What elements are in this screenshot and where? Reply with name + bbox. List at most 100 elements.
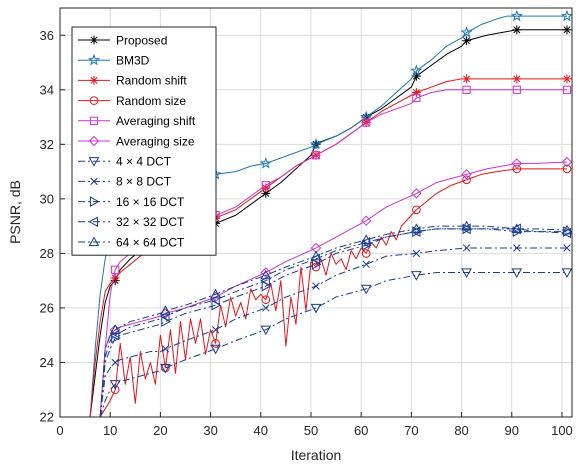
data-point xyxy=(561,224,572,235)
data-point xyxy=(510,9,523,22)
legend-label: 8 × 8 DCT xyxy=(116,175,172,189)
data-point xyxy=(111,332,121,344)
data-point xyxy=(513,244,521,252)
data-point xyxy=(310,250,322,261)
data-point xyxy=(88,157,100,167)
data-point xyxy=(310,303,322,314)
data-point xyxy=(260,269,272,280)
data-point xyxy=(462,85,471,94)
data-point xyxy=(89,35,99,45)
data-point xyxy=(561,268,572,279)
data-point xyxy=(562,25,572,35)
data-point xyxy=(109,380,121,390)
series-line xyxy=(99,168,567,417)
data-point xyxy=(512,74,522,84)
data-point xyxy=(412,93,421,103)
data-point xyxy=(259,156,272,169)
data-point xyxy=(561,156,572,168)
legend-label: 16 × 16 DCT xyxy=(116,195,185,209)
legend-item: BM3D xyxy=(78,54,150,68)
data-point xyxy=(360,215,372,226)
data-point xyxy=(512,85,521,94)
data-point xyxy=(511,268,523,279)
series-line xyxy=(99,161,568,417)
data-point xyxy=(461,220,472,231)
data-point xyxy=(412,205,421,215)
y-axis-title: PSNR, dB xyxy=(7,180,23,244)
legend-item: Averaging shift xyxy=(78,114,196,128)
legend-label: BM3D xyxy=(116,54,150,68)
data-point xyxy=(88,216,99,228)
data-point xyxy=(462,175,471,185)
y-tick-label: 24 xyxy=(40,355,54,370)
legend-item: Averaging size xyxy=(78,134,195,148)
data-point xyxy=(361,249,371,258)
y-tick-label: 36 xyxy=(40,28,54,43)
data-point xyxy=(562,85,572,94)
x-tick-label: 60 xyxy=(354,423,368,438)
legend-label: Averaging shift xyxy=(116,114,196,128)
data-point xyxy=(111,265,120,274)
data-point xyxy=(362,260,370,269)
data-point xyxy=(461,169,472,180)
x-tick-label: 80 xyxy=(454,423,468,438)
data-point xyxy=(89,75,99,85)
data-point xyxy=(210,344,221,355)
data-point xyxy=(512,25,522,35)
legend-item: 8 × 8 DCT xyxy=(78,175,172,189)
legend-item: 32 × 32 DCT xyxy=(78,215,185,229)
data-point xyxy=(462,74,472,84)
legend-item: 4 × 4 DCT xyxy=(78,155,172,169)
y-tick-label: 26 xyxy=(40,300,54,315)
data-point xyxy=(262,304,270,312)
legend-item: Proposed xyxy=(78,33,167,47)
series-line xyxy=(99,228,568,417)
data-point xyxy=(90,177,98,186)
x-tick-label: 30 xyxy=(203,423,217,438)
series-7 xyxy=(99,268,572,417)
x-tick-label: 70 xyxy=(404,423,418,438)
data-point xyxy=(462,36,472,46)
data-point xyxy=(261,295,271,305)
y-tick-label: 32 xyxy=(40,137,54,152)
series-line xyxy=(89,29,567,417)
legend-item: 64 × 64 DCT xyxy=(78,235,185,249)
legend-label: Proposed xyxy=(116,33,167,47)
x-tick-label: 50 xyxy=(304,423,318,438)
legend: Proposed BM3D Random shift Random size Avera… xyxy=(71,26,217,256)
y-tick-label: 30 xyxy=(40,191,54,206)
data-point xyxy=(160,363,171,374)
series-layer xyxy=(89,9,572,417)
data-point xyxy=(88,236,100,247)
legend-item: Random size xyxy=(78,94,186,108)
data-point xyxy=(261,183,271,193)
x-axis-title: Iteration xyxy=(291,447,342,463)
data-point xyxy=(511,223,523,233)
data-point xyxy=(462,244,471,252)
data-point xyxy=(562,164,572,174)
x-tick-label: 20 xyxy=(153,423,167,438)
data-point xyxy=(410,64,423,76)
data-point xyxy=(411,188,422,199)
legend-label: 64 × 64 DCT xyxy=(116,235,185,249)
x-tick-label: 10 xyxy=(103,423,117,438)
data-point xyxy=(88,135,100,147)
data-point xyxy=(412,249,421,258)
series-8 xyxy=(99,244,571,417)
y-tick-label: 34 xyxy=(40,82,54,97)
y-tick-label: 22 xyxy=(40,410,54,425)
data-point xyxy=(312,282,320,290)
x-tick-label: 0 xyxy=(56,423,63,438)
series-line xyxy=(99,271,567,417)
data-point xyxy=(89,96,99,105)
data-point xyxy=(109,324,121,334)
data-point xyxy=(89,196,100,207)
data-point xyxy=(461,268,472,279)
legend-label: 32 × 32 DCT xyxy=(116,215,185,229)
data-point xyxy=(261,188,271,198)
series-line xyxy=(99,225,568,417)
series-11 xyxy=(99,220,572,417)
data-point xyxy=(211,339,220,348)
plot-frame xyxy=(59,7,573,418)
x-tick-label: 40 xyxy=(254,423,268,438)
